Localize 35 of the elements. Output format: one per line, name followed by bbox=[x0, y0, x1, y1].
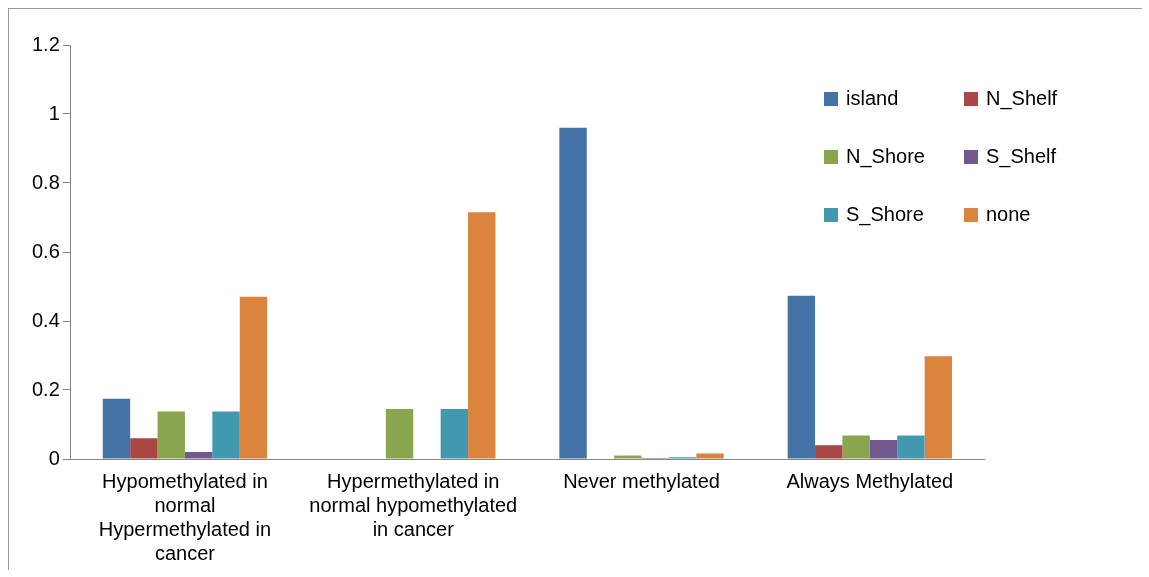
bar bbox=[239, 296, 268, 459]
bar bbox=[696, 453, 724, 459]
bar bbox=[869, 440, 898, 459]
bar bbox=[212, 411, 240, 459]
legend-label: N_Shore bbox=[846, 144, 925, 168]
y-tick-label: 1 bbox=[48, 101, 60, 124]
y-tick-label: 0.6 bbox=[31, 239, 60, 262]
bar bbox=[924, 356, 953, 459]
legend-label: S_Shore bbox=[846, 202, 924, 226]
bar bbox=[184, 452, 213, 459]
bar bbox=[559, 127, 587, 459]
y-tick-label: 0.2 bbox=[31, 377, 60, 400]
x-tick-label: Hypermethylated in normal hypomethylated in cancer bbox=[309, 469, 518, 540]
legend-label: none bbox=[986, 202, 1031, 225]
y-tick-label: 0 bbox=[48, 446, 60, 469]
bar bbox=[157, 411, 185, 459]
bar bbox=[614, 455, 642, 459]
legend-label: N_Shelf bbox=[986, 86, 1058, 110]
bar bbox=[440, 408, 469, 459]
bar bbox=[842, 435, 870, 459]
x-tick-label: Never methylated bbox=[563, 469, 720, 492]
bar bbox=[130, 438, 158, 459]
y-tick-label: 1.2 bbox=[31, 32, 60, 55]
bar bbox=[897, 435, 925, 459]
y-tick-label: 0.8 bbox=[31, 170, 60, 193]
bar bbox=[102, 398, 131, 459]
bar bbox=[787, 295, 816, 459]
bar bbox=[385, 408, 414, 459]
x-tick-label: Always Methylated bbox=[786, 469, 954, 492]
bar bbox=[815, 445, 843, 459]
bar bbox=[468, 212, 496, 459]
legend-label: island bbox=[846, 86, 899, 109]
x-tick-label: Hypomethylated in normal Hypermethylated in cancer bbox=[98, 469, 272, 564]
y-tick-label: 0.4 bbox=[31, 308, 60, 331]
legend-label: S_Shelf bbox=[986, 144, 1057, 168]
